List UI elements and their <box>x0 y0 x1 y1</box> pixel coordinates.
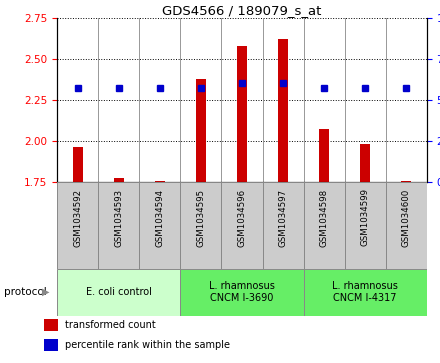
Text: GSM1034596: GSM1034596 <box>238 188 246 246</box>
Bar <box>304 269 427 316</box>
Text: ▶: ▶ <box>42 287 49 297</box>
Bar <box>98 182 139 269</box>
Bar <box>180 269 304 316</box>
Text: L. rhamnosus
CNCM I-4317: L. rhamnosus CNCM I-4317 <box>332 281 398 303</box>
Title: GDS4566 / 189079_s_at: GDS4566 / 189079_s_at <box>162 4 322 17</box>
Bar <box>221 182 263 269</box>
Bar <box>44 319 58 331</box>
Bar <box>139 182 180 269</box>
Bar <box>263 182 304 269</box>
Bar <box>386 182 427 269</box>
Text: GSM1034594: GSM1034594 <box>155 188 165 246</box>
Text: transformed count: transformed count <box>65 321 156 330</box>
Bar <box>237 46 247 182</box>
Text: GSM1034600: GSM1034600 <box>402 188 411 247</box>
Text: E. coli control: E. coli control <box>86 287 152 297</box>
Bar <box>278 39 288 182</box>
Bar <box>319 129 329 182</box>
Bar <box>180 182 221 269</box>
Bar <box>196 79 206 182</box>
Text: GSM1034592: GSM1034592 <box>73 188 82 246</box>
Bar <box>44 339 58 351</box>
Text: GSM1034597: GSM1034597 <box>279 188 288 246</box>
Bar <box>360 144 370 182</box>
Bar <box>73 147 83 182</box>
Text: GSM1034593: GSM1034593 <box>114 188 123 246</box>
Text: protocol: protocol <box>4 287 47 297</box>
Text: L. rhamnosus
CNCM I-3690: L. rhamnosus CNCM I-3690 <box>209 281 275 303</box>
Bar <box>57 269 180 316</box>
Text: GSM1034595: GSM1034595 <box>196 188 205 246</box>
Bar <box>401 181 411 182</box>
Bar <box>57 182 98 269</box>
Bar <box>155 181 165 182</box>
Text: percentile rank within the sample: percentile rank within the sample <box>65 340 230 350</box>
Text: GSM1034598: GSM1034598 <box>319 188 329 246</box>
Text: GSM1034599: GSM1034599 <box>361 188 370 246</box>
Bar <box>114 178 124 182</box>
Bar <box>345 182 386 269</box>
Bar <box>304 182 345 269</box>
